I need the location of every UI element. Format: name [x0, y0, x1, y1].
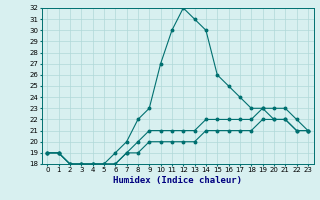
X-axis label: Humidex (Indice chaleur): Humidex (Indice chaleur)	[113, 176, 242, 185]
